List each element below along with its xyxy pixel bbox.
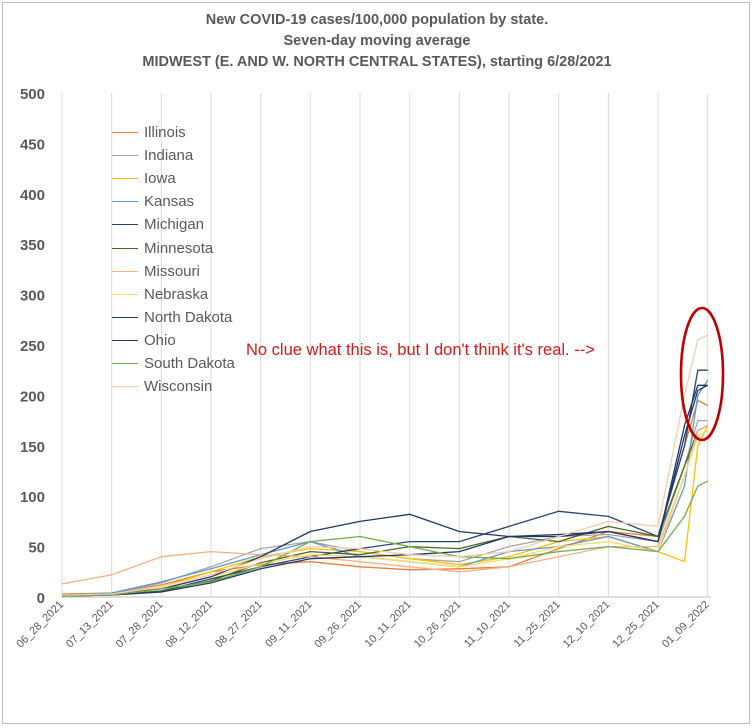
x-tick-label: 10_26_2021 [412,599,464,651]
legend-label: Michigan [144,216,205,234]
title-line-3: MIDWEST (E. AND W. NORTH CENTRAL STATES)… [142,54,612,70]
legend-item-illinois: Illinois [112,121,235,144]
legend-item-iowa: Iowa [112,167,235,190]
x-tick-label: 07_28_2021 [114,599,166,651]
series-line-michigan [61,369,708,597]
x-tick-label: 09_11_2021 [263,599,314,650]
y-tick-label: 450 [20,136,45,153]
legend-swatch [112,178,138,180]
legend-label: Nebraska [144,285,209,303]
x-tick-label: 12_25_2021 [610,599,662,651]
y-tick-label: 500 [20,86,45,103]
series-line-kansas [61,379,709,596]
x-tick-label: 01_09_2022 [660,599,712,651]
legend-swatch [112,224,138,226]
y-tick-label: 200 [20,388,45,405]
series-line-nebraska [61,430,708,597]
y-tick-label: 400 [20,187,45,204]
series-line-minnesota [61,425,708,597]
legend-label: Wisconsin [144,378,213,396]
series-line-ohio [61,384,708,597]
y-tick-label: 350 [20,237,45,254]
legend-item-minnesota: Minnesota [112,236,235,259]
gridlines [61,93,711,598]
legend-item-kansas: Kansas [112,190,235,213]
x-tick-label: 07_13_2021 [64,599,116,651]
legend-item-north-dakota: North Dakota [112,306,235,329]
legend-label: Minnesota [144,239,214,257]
series-line-missouri [61,425,708,585]
legend-swatch [112,132,138,134]
y-tick-label: 300 [20,288,45,305]
series-line-illinois [61,399,708,595]
legend-label: Ohio [144,331,176,349]
x-tick-label: 12_10_2021 [561,599,613,651]
legend-label: Iowa [144,170,176,188]
series-line-south-dakota [61,480,708,597]
legend-swatch [112,270,138,272]
x-tick-label: 11_25_2021 [512,599,563,650]
y-tick-label: 150 [20,439,45,456]
annotation-text: No clue what this is, but I don't think … [246,341,595,359]
legend-swatch [112,339,138,341]
legend: Illinois Indiana Iowa Kansas Michigan Minneso… [112,121,235,398]
legend-swatch [112,316,138,318]
legend-item-ohio: Ohio [112,329,235,352]
legend-item-nebraska: Nebraska [112,283,235,306]
series-line-north-dakota [61,384,708,597]
y-tick-label: 100 [20,489,45,506]
highlight-ellipse [679,306,725,442]
x-tick-label: 11_10_2021 [462,599,513,650]
legend-swatch [112,293,138,295]
legend-swatch [112,155,138,157]
x-axis-tick-labels: 06_28_202107_13_202107_28_202108_12_2021… [14,599,711,651]
legend-swatch [112,386,138,388]
legend-label: Kansas [144,193,195,211]
legend-item-wisconsin: Wisconsin [112,375,235,398]
legend-label: North Dakota [144,308,233,326]
x-tick-label: 09_26_2021 [312,599,364,651]
y-axis-tick-labels: 0 50 100 150 200 250 300 350 400 450 500 [20,86,45,607]
legend-swatch [112,201,138,203]
legend-item-missouri: Missouri [112,260,235,283]
chart-title: New COVID-19 cases/100,000 population by… [0,10,754,73]
title-line-1: New COVID-19 cases/100,000 population by… [205,12,549,28]
legend-swatch [112,362,138,364]
title-line-2: Seven-day moving average [283,33,471,49]
legend-swatch [112,247,138,249]
x-tick-label: 08_12_2021 [163,599,215,651]
legend-item-south-dakota: South Dakota [112,352,235,375]
y-tick-label: 250 [20,338,45,355]
legend-label: Illinois [144,124,186,142]
legend-item-michigan: Michigan [112,213,235,236]
series-lines [61,334,709,597]
legend-label: Indiana [144,147,194,165]
legend-label: Missouri [144,262,200,280]
legend-item-indiana: Indiana [112,144,235,167]
y-tick-label: 0 [37,590,45,607]
y-tick-label: 50 [28,540,45,557]
series-line-iowa [61,425,709,597]
series-line-wisconsin [61,334,708,596]
x-tick-label: 10_11_2021 [363,599,414,650]
legend-label: South Dakota [144,354,235,372]
x-tick-label: 08_27_2021 [213,599,265,651]
